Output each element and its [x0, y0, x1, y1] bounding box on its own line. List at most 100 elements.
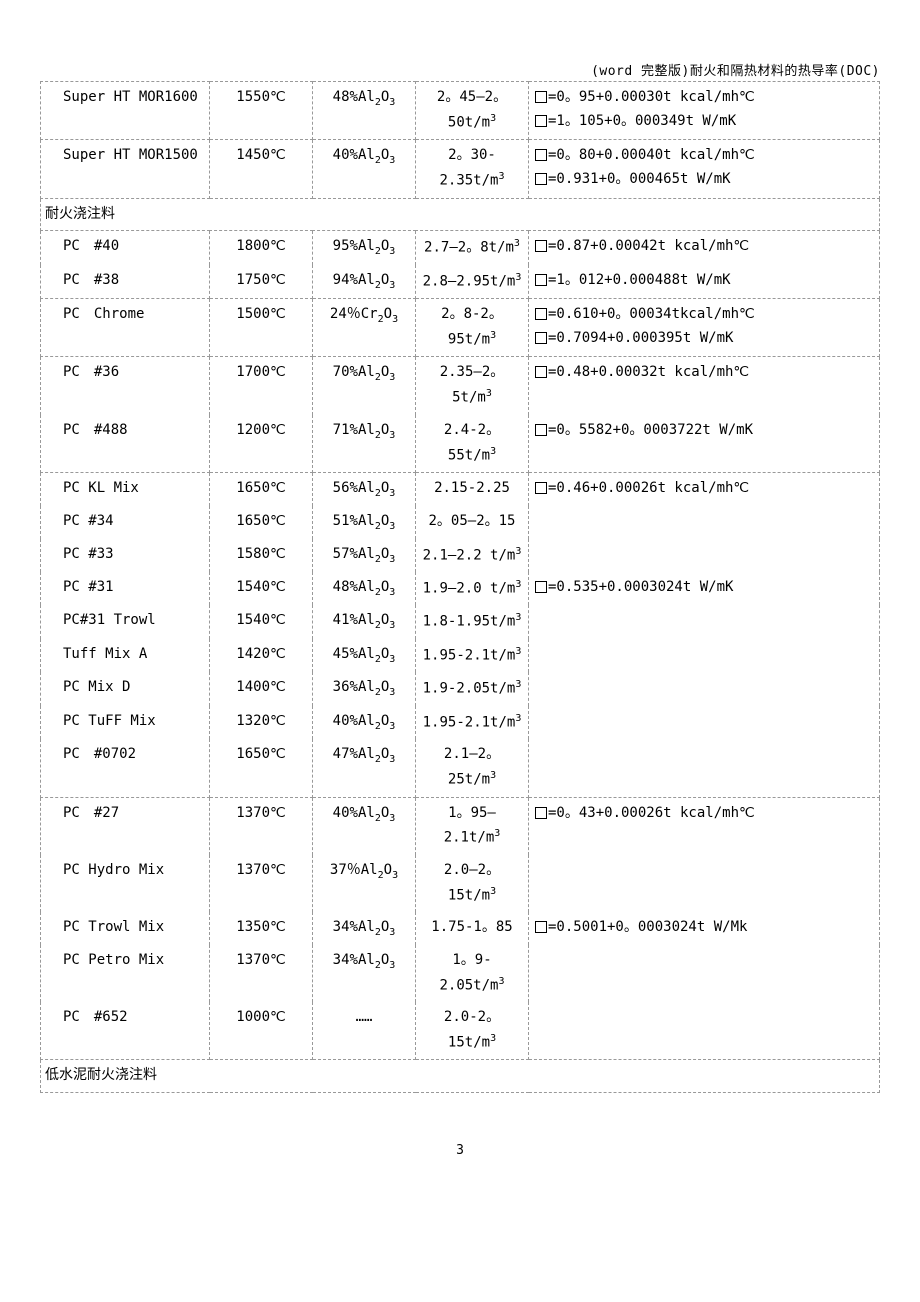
cell-c4: 2。30-2.35t/m3 — [416, 140, 529, 198]
cell-c5: =1。012+0.000488t W/mK — [529, 265, 880, 299]
cell-c1: PC Mix D — [41, 672, 210, 705]
cell-c1: PC #0702 — [41, 739, 210, 797]
cell-c4: 1。9-2.05t/m3 — [416, 945, 529, 1002]
cell-c4: 2.35—2。5t/m3 — [416, 357, 529, 415]
cell-c2: 1450℃ — [210, 140, 313, 198]
cell-c5 — [529, 739, 880, 797]
doc-header: (word 完整版)耐火和隔热材料的热导率(DOC) — [40, 60, 880, 79]
cell-c3: 94%Al2O3 — [313, 265, 416, 299]
cell-c1: PC KL Mix — [41, 472, 210, 505]
cell-c1: PC Chrome — [41, 299, 210, 357]
cell-c1: PC #34 — [41, 506, 210, 539]
cell-c4: 2。45—2。50t/m3 — [416, 82, 529, 140]
cell-c3: 37％Al2O3 — [313, 855, 416, 912]
cell-c3: 56%Al2O3 — [313, 472, 416, 505]
cell-c5: =0.48+0.00032t kcal/mh℃ — [529, 357, 880, 415]
cell-c4: 2.8—2.95t/m3 — [416, 265, 529, 299]
cell-c1: PC Hydro Mix — [41, 855, 210, 912]
cell-c5: =0.610+0。00034tkcal/mh℃=0.7094+0.000395t… — [529, 299, 880, 357]
cell-c2: 1400℃ — [210, 672, 313, 705]
cell-c5: =0.46+0.00026t kcal/mh℃ — [529, 472, 880, 505]
cell-c5: =0。80+0.00040t kcal/mh℃=0.931+0。000465t … — [529, 140, 880, 198]
cell-c3: 40%Al2O3 — [313, 706, 416, 739]
cell-c5: =0.5001+0。0003024t W/Mk — [529, 912, 880, 945]
cell-c5 — [529, 855, 880, 912]
cell-c5 — [529, 1002, 880, 1060]
cell-c4: 1.75-1。85 — [416, 912, 529, 945]
cell-c1: PC #652 — [41, 1002, 210, 1060]
cell-c4: 1.95-2.1t/m3 — [416, 706, 529, 739]
cell-c3: 40%Al2O3 — [313, 140, 416, 198]
cell-c3: 48%Al2O3 — [313, 82, 416, 140]
cell-c1: PC #488 — [41, 415, 210, 473]
cell-c4: 1.9—2.0 t/m3 — [416, 572, 529, 605]
cell-c2: 1580℃ — [210, 539, 313, 572]
cell-c1: PC Petro Mix — [41, 945, 210, 1002]
cell-c1: PC#31 Trowl — [41, 605, 210, 638]
cell-c5 — [529, 706, 880, 739]
cell-c2: 1370℃ — [210, 797, 313, 855]
cell-c3: 95%Al2O3 — [313, 231, 416, 265]
cell-c2: 1420℃ — [210, 639, 313, 672]
cell-c5 — [529, 639, 880, 672]
cell-c4: 2.1—2。25t/m3 — [416, 739, 529, 797]
cell-c3: 48%Al2O3 — [313, 572, 416, 605]
cell-c5 — [529, 506, 880, 539]
cell-c3: 40%Al2O3 — [313, 797, 416, 855]
cell-c5 — [529, 539, 880, 572]
page-number: 3 — [40, 1143, 880, 1158]
cell-c4: 2.7—2。8t/m3 — [416, 231, 529, 265]
cell-c5 — [529, 672, 880, 705]
cell-c2: 1320℃ — [210, 706, 313, 739]
cell-c2: 1540℃ — [210, 605, 313, 638]
cell-c1: PC #31 — [41, 572, 210, 605]
cell-c1: PC Trowl Mix — [41, 912, 210, 945]
cell-c2: 1540℃ — [210, 572, 313, 605]
cell-c2: 1350℃ — [210, 912, 313, 945]
section-header: 耐火浇注料 — [41, 198, 880, 231]
cell-c4: 2。05—2。15 — [416, 506, 529, 539]
cell-c1: PC TuFF Mix — [41, 706, 210, 739]
cell-c1: Tuff Mix A — [41, 639, 210, 672]
cell-c4: 2.1—2.2 t/m3 — [416, 539, 529, 572]
cell-c3: 47%Al2O3 — [313, 739, 416, 797]
materials-table: Super HT MOR16001550℃48%Al2O32。45—2。50t/… — [40, 81, 880, 1093]
cell-c2: 1650℃ — [210, 506, 313, 539]
cell-c2: 1650℃ — [210, 472, 313, 505]
cell-c2: 1200℃ — [210, 415, 313, 473]
cell-c3: 24％Cr2O3 — [313, 299, 416, 357]
cell-c2: 1800℃ — [210, 231, 313, 265]
section-header: 低水泥耐火浇注料 — [41, 1060, 880, 1093]
cell-c3: 34%Al2O3 — [313, 912, 416, 945]
cell-c3: 70%Al2O3 — [313, 357, 416, 415]
cell-c1: PC #33 — [41, 539, 210, 572]
cell-c4: 1.8-1.95t/m3 — [416, 605, 529, 638]
cell-c3: 71%Al2O3 — [313, 415, 416, 473]
cell-c5: =0.535+0.0003024t W/mK — [529, 572, 880, 605]
cell-c3: 51%Al2O3 — [313, 506, 416, 539]
cell-c4: 2。8-2。95t/m3 — [416, 299, 529, 357]
cell-c5 — [529, 945, 880, 1002]
cell-c3: 45%Al2O3 — [313, 639, 416, 672]
cell-c3: 57%Al2O3 — [313, 539, 416, 572]
cell-c1: PC #40 — [41, 231, 210, 265]
cell-c4: 1.9-2.05t/m3 — [416, 672, 529, 705]
cell-c1: PC #27 — [41, 797, 210, 855]
cell-c2: 1700℃ — [210, 357, 313, 415]
cell-c4: 2.15-2.25 — [416, 472, 529, 505]
cell-c2: 1500℃ — [210, 299, 313, 357]
cell-c2: 1750℃ — [210, 265, 313, 299]
cell-c1: Super HT MOR1600 — [41, 82, 210, 140]
cell-c2: 1650℃ — [210, 739, 313, 797]
cell-c3: 41%Al2O3 — [313, 605, 416, 638]
cell-c2: 1550℃ — [210, 82, 313, 140]
cell-c4: 2.4-2。55t/m3 — [416, 415, 529, 473]
cell-c3: …… — [313, 1002, 416, 1060]
cell-c5: =0.87+0.00042t kcal/mh℃ — [529, 231, 880, 265]
cell-c5: =0。95+0.00030t kcal/mh℃=1。105+0。000349t … — [529, 82, 880, 140]
cell-c2: 1000℃ — [210, 1002, 313, 1060]
cell-c2: 1370℃ — [210, 945, 313, 1002]
cell-c1: PC #36 — [41, 357, 210, 415]
cell-c1: PC #38 — [41, 265, 210, 299]
cell-c3: 34%Al2O3 — [313, 945, 416, 1002]
